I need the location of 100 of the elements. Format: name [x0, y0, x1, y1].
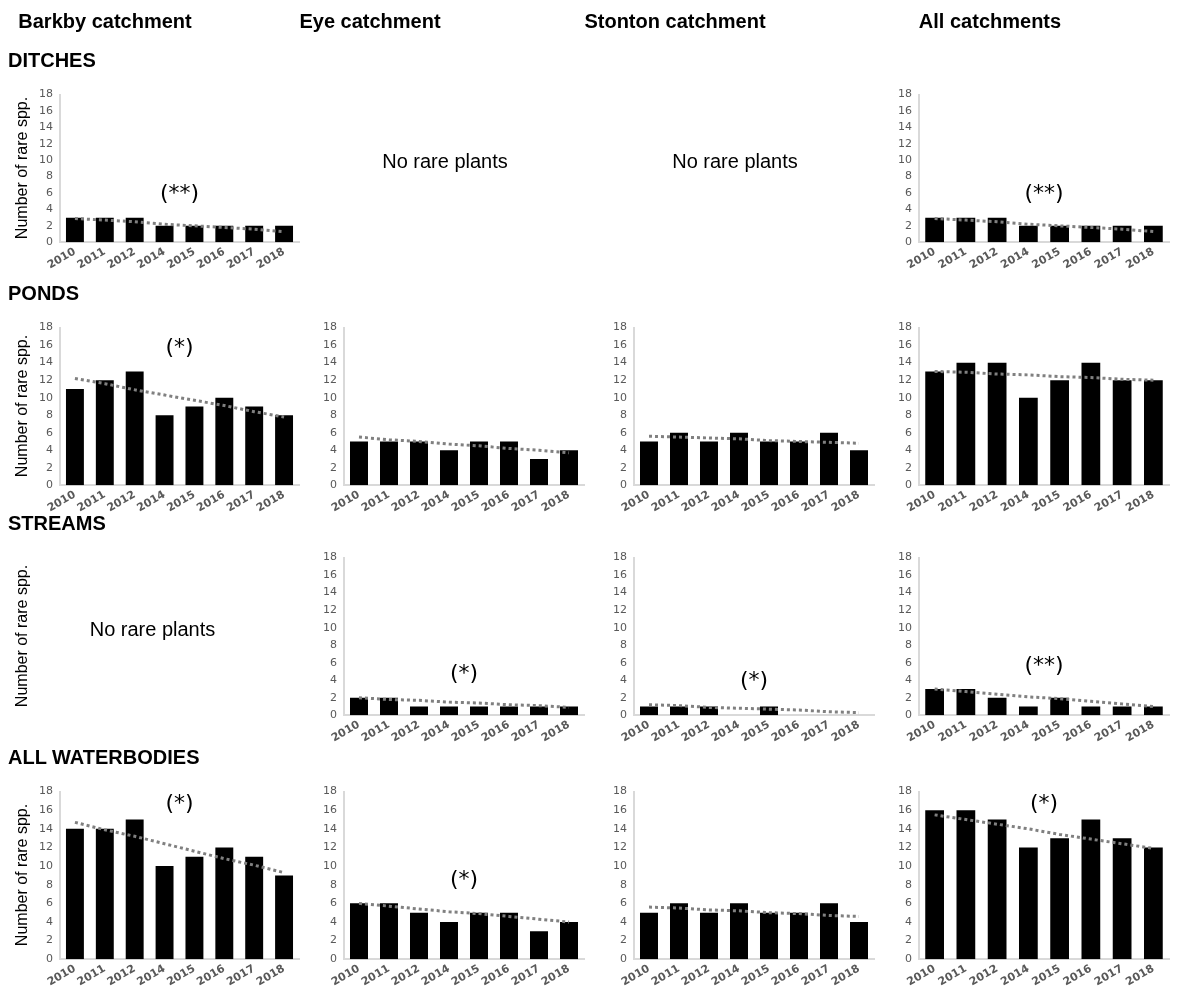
- y-tick-label: 12: [613, 373, 627, 387]
- bar: [850, 922, 868, 960]
- y-tick-label: 10: [323, 390, 337, 404]
- y-tick-label: 18: [898, 87, 912, 101]
- y-tick-label: 14: [613, 585, 627, 599]
- bar: [440, 450, 458, 486]
- bar: [925, 371, 944, 486]
- bar: [956, 810, 976, 960]
- bar: [410, 912, 428, 960]
- bar: [1081, 819, 1101, 960]
- y-tick-label: 6: [620, 655, 627, 669]
- bar: [1019, 706, 1038, 716]
- bar: [245, 856, 264, 960]
- y-tick-label: 12: [613, 603, 627, 617]
- bar: [350, 903, 368, 960]
- y-tick-label: 2: [46, 933, 53, 947]
- y-tick-label: 18: [613, 784, 627, 798]
- y-tick-label: 18: [39, 320, 53, 334]
- bar: [380, 441, 398, 486]
- bar: [670, 903, 688, 960]
- y-tick-label: 18: [898, 550, 912, 564]
- y-tick-label: 12: [613, 840, 627, 854]
- bar: [1019, 847, 1038, 960]
- y-tick-label: 0: [905, 952, 912, 966]
- annotation: (*): [739, 667, 769, 693]
- text: No rare plants: [89, 618, 216, 640]
- y-tick-label: 8: [330, 408, 337, 422]
- y-tick-label: 6: [905, 185, 912, 199]
- text: Barkby catchment: [18, 10, 192, 33]
- bar: [470, 441, 488, 486]
- y-tick-label: 10: [898, 390, 912, 404]
- y-tick-label: 0: [46, 235, 53, 249]
- y-tick-label: 4: [620, 914, 627, 928]
- bar: [410, 441, 428, 486]
- text: STREAMS: [8, 512, 106, 535]
- y-tick-label: 2: [330, 933, 337, 947]
- chart-title: PONDS: [8, 282, 80, 305]
- y-tick-label: 18: [323, 550, 337, 564]
- bar: [1112, 838, 1132, 960]
- y-tick-label: 4: [905, 202, 912, 216]
- y-tick-label: 16: [613, 337, 627, 351]
- y-tick-label: 18: [898, 320, 912, 334]
- bar: [155, 415, 174, 486]
- y-tick-label: 8: [46, 877, 53, 891]
- y-tick-label: 8: [46, 169, 53, 183]
- y-tick-label: 8: [905, 638, 912, 652]
- y-tick-label: 8: [330, 638, 337, 652]
- y-tick-label: 16: [898, 567, 912, 581]
- y-tick-label: 10: [323, 858, 337, 872]
- bar: [1144, 847, 1163, 960]
- y-axis-title: Number of rare spp.: [13, 803, 31, 947]
- y-tick-label: 16: [613, 567, 627, 581]
- y-tick-label: 6: [620, 425, 627, 439]
- y-tick-label: 4: [330, 914, 337, 928]
- y-tick-label: 2: [620, 690, 627, 704]
- bar: [820, 432, 838, 486]
- y-tick-label: 18: [39, 784, 53, 798]
- bar: [1019, 397, 1038, 486]
- y-tick-label: 18: [613, 320, 627, 334]
- bar: [275, 415, 294, 486]
- y-tick-label: 2: [330, 690, 337, 704]
- bar: [670, 432, 688, 486]
- line-series: [357, 435, 571, 455]
- bar: [790, 912, 808, 960]
- bar: [987, 362, 1007, 486]
- y-tick-label: 16: [898, 803, 912, 817]
- y-tick-label: 12: [898, 603, 912, 617]
- y-tick-label: 12: [39, 136, 53, 150]
- bar: [125, 819, 144, 960]
- bar: [1081, 706, 1101, 716]
- bar: [987, 819, 1007, 960]
- y-tick-label: 0: [330, 952, 337, 966]
- y-tick-label: 10: [898, 858, 912, 872]
- bar: [956, 688, 976, 716]
- bar: [350, 441, 368, 486]
- bar: [185, 856, 204, 960]
- y-tick-label: 6: [330, 896, 337, 910]
- line-series: [357, 901, 571, 924]
- bar: [730, 903, 748, 960]
- y-tick-label: 16: [898, 337, 912, 351]
- y-tick-label: 0: [905, 235, 912, 249]
- y-tick-label: 10: [39, 153, 53, 167]
- y-tick-label: 6: [905, 896, 912, 910]
- y-tick-label: 8: [905, 169, 912, 183]
- y-tick-label: 16: [39, 337, 53, 351]
- y-tick-label: 14: [613, 355, 627, 369]
- y-tick-label: 14: [39, 821, 53, 835]
- y-tick-label: 12: [898, 136, 912, 150]
- y-tick-label: 8: [905, 408, 912, 422]
- bar: [850, 450, 868, 486]
- annotation: (*): [165, 790, 194, 816]
- bar: [275, 875, 294, 960]
- y-tick-label: 16: [323, 337, 337, 351]
- bar: [760, 912, 778, 960]
- y-tick-label: 4: [46, 443, 53, 457]
- bar: [1112, 706, 1132, 716]
- bar: [1144, 380, 1163, 486]
- y-tick-label: 4: [330, 443, 337, 457]
- bar: [470, 912, 488, 960]
- y-tick-label: 6: [330, 425, 337, 439]
